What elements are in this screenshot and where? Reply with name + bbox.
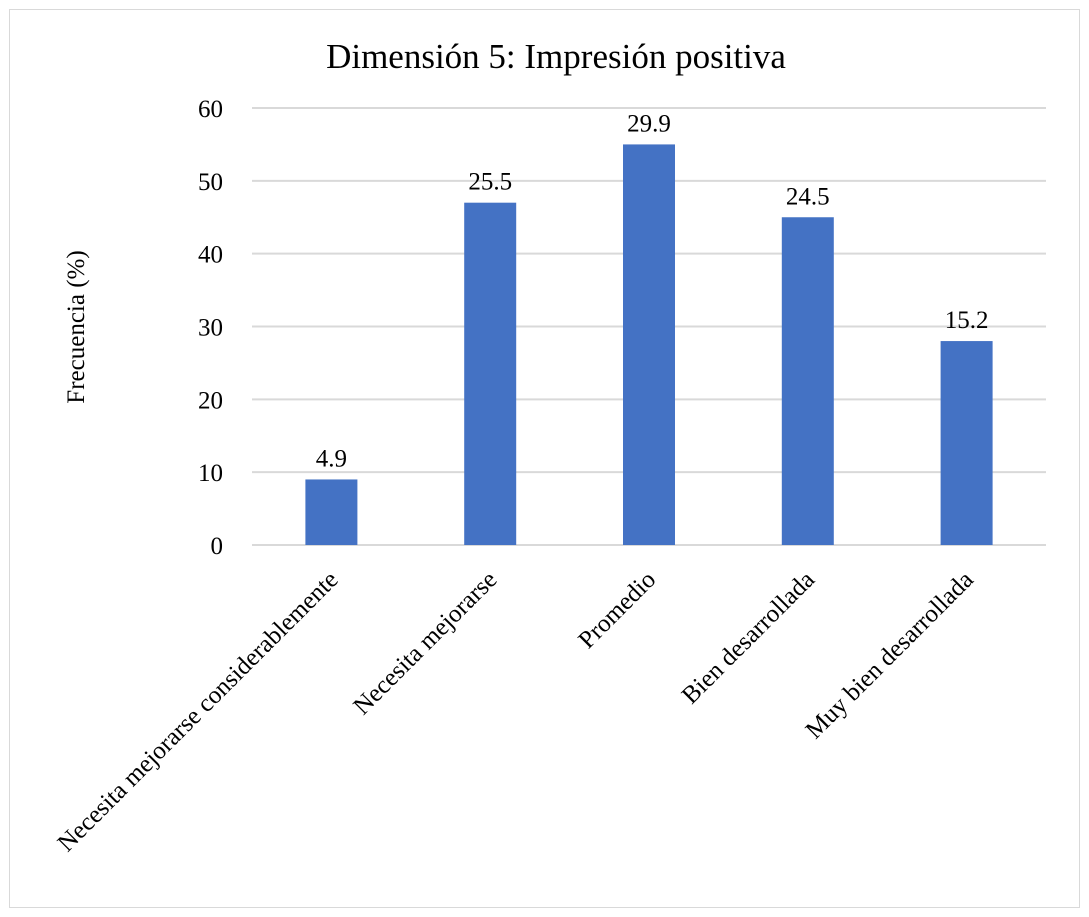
data-label: 29.9 bbox=[627, 110, 671, 137]
bar bbox=[940, 341, 993, 545]
y-tick-label: 10 bbox=[198, 460, 223, 487]
category-label: Muy bien desarrollada bbox=[801, 566, 979, 744]
bars bbox=[305, 144, 993, 545]
category-label: Bien desarrollada bbox=[677, 566, 820, 709]
y-tick-label: 50 bbox=[198, 169, 223, 196]
data-label: 25.5 bbox=[468, 169, 512, 196]
y-tick-label: 20 bbox=[198, 387, 223, 414]
category-label: Promedio bbox=[573, 566, 661, 654]
bar bbox=[464, 202, 517, 545]
data-label: 15.2 bbox=[945, 307, 989, 334]
category-label: Necesita mejorarse bbox=[348, 566, 502, 720]
y-axis-label: Frecuencia (%) bbox=[63, 250, 90, 403]
data-label: 4.9 bbox=[316, 445, 347, 472]
data-label: 24.5 bbox=[786, 183, 830, 210]
y-tick-label: 40 bbox=[198, 242, 223, 269]
y-tick-label: 60 bbox=[198, 96, 223, 123]
category-label: Necesita mejorarse considerablemente bbox=[53, 566, 344, 857]
bar bbox=[305, 479, 358, 545]
chart-frame bbox=[9, 9, 1080, 908]
bar bbox=[623, 144, 675, 545]
bar bbox=[781, 217, 834, 545]
y-tick-label: 0 bbox=[211, 533, 224, 560]
y-tick-label: 30 bbox=[198, 315, 223, 342]
y-axis-ticks: 0 10 20 30 40 50 60 bbox=[198, 96, 223, 560]
category-labels: Necesita mejorarse considerablemente Nece… bbox=[53, 566, 979, 857]
data-labels: 4.9 25.5 29.9 24.5 15.2 bbox=[316, 110, 989, 472]
chart-title: Dimensión 5: Impresión positiva bbox=[326, 37, 786, 76]
